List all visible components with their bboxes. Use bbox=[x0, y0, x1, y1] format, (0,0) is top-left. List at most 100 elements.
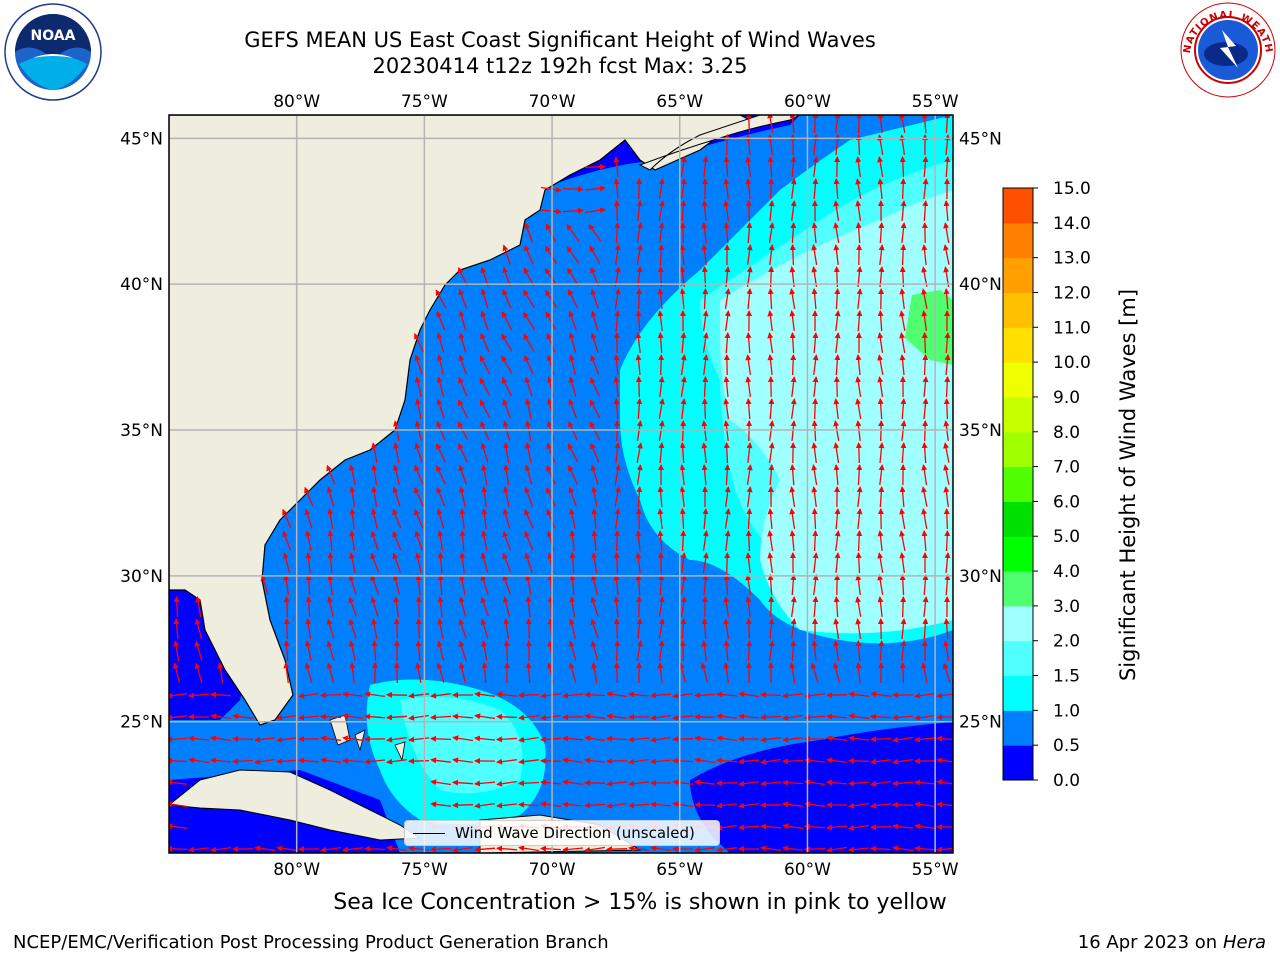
wave-direction-arrow bbox=[636, 398, 643, 420]
wave-direction-arrow bbox=[568, 662, 577, 683]
wave-direction-arrow bbox=[547, 596, 554, 618]
wave-direction-arrow bbox=[701, 420, 708, 441]
wave-direction-arrow bbox=[480, 442, 489, 463]
wave-direction-arrow bbox=[370, 530, 379, 551]
wave-direction-arrow bbox=[393, 442, 400, 463]
wave-direction-arrow bbox=[658, 420, 665, 442]
wave-direction-arrow bbox=[812, 115, 819, 134]
wave-direction-arrow bbox=[584, 846, 605, 853]
wave-direction-arrow bbox=[591, 662, 598, 683]
wave-direction-arrow bbox=[826, 846, 847, 853]
wave-direction-arrow bbox=[481, 486, 488, 507]
wave-direction-arrow bbox=[408, 845, 430, 852]
wave-direction-arrow bbox=[944, 156, 951, 178]
wave-direction-arrow bbox=[899, 530, 906, 551]
wave-direction-arrow bbox=[672, 692, 693, 699]
wave-direction-arrow bbox=[414, 420, 423, 441]
wave-direction-arrow bbox=[694, 801, 716, 808]
wave-direction-arrow bbox=[326, 662, 335, 683]
wave-direction-arrow bbox=[855, 354, 862, 376]
wave-direction-arrow bbox=[679, 222, 686, 244]
wave-direction-arrow bbox=[790, 618, 797, 639]
wave-direction-arrow bbox=[702, 332, 709, 354]
wave-direction-arrow bbox=[546, 420, 555, 441]
wave-direction-arrow bbox=[501, 355, 513, 374]
wave-direction-arrow bbox=[745, 354, 752, 375]
wave-direction-arrow bbox=[892, 736, 913, 743]
wave-direction-arrow bbox=[588, 223, 602, 242]
wave-direction-arrow bbox=[833, 596, 840, 618]
wave-direction-arrow bbox=[657, 530, 664, 551]
wave-direction-arrow bbox=[812, 398, 819, 420]
colorbar-tick-label: 5.0 bbox=[1053, 527, 1080, 547]
wave-direction-arrow bbox=[922, 376, 929, 397]
wave-direction-arrow bbox=[590, 288, 599, 309]
wave-direction-arrow bbox=[658, 618, 665, 639]
wave-direction-arrow bbox=[811, 640, 818, 662]
wave-direction-arrow bbox=[210, 735, 231, 742]
wave-direction-arrow bbox=[364, 713, 386, 720]
wave-direction-arrow bbox=[452, 735, 473, 742]
wave-direction-arrow bbox=[724, 530, 731, 551]
wave-direction-arrow bbox=[430, 757, 451, 764]
wave-direction-arrow bbox=[767, 310, 774, 331]
wave-direction-arrow bbox=[414, 376, 422, 397]
wave-direction-arrow bbox=[480, 266, 489, 287]
wave-direction-arrow bbox=[856, 486, 863, 507]
wave-direction-arrow bbox=[327, 530, 334, 552]
lon-tick-label-bottom: 65°W bbox=[656, 860, 703, 880]
wave-direction-arrow bbox=[282, 530, 292, 551]
wave-direction-arrow bbox=[746, 442, 753, 463]
wave-direction-arrow bbox=[804, 779, 825, 786]
wave-direction-arrow bbox=[436, 443, 446, 463]
wave-direction-arrow bbox=[254, 758, 275, 765]
wave-direction-arrow bbox=[782, 736, 803, 743]
wave-direction-arrow bbox=[650, 758, 672, 765]
wave-direction-arrow bbox=[474, 735, 496, 742]
wave-direction-arrow bbox=[393, 618, 400, 640]
wave-direction-arrow bbox=[877, 178, 884, 199]
wave-direction-arrow bbox=[546, 464, 556, 485]
wave-direction-arrow bbox=[232, 713, 253, 720]
wave-direction-arrow bbox=[567, 267, 579, 286]
footer-machine: Hera bbox=[1222, 932, 1266, 953]
wave-direction-arrow bbox=[386, 714, 408, 721]
wave-direction-arrow bbox=[899, 310, 906, 331]
wave-direction-arrow bbox=[767, 574, 774, 596]
wave-direction-arrow bbox=[283, 596, 290, 618]
wave-direction-arrow bbox=[790, 420, 797, 441]
wave-direction-arrow bbox=[636, 618, 643, 639]
wave-direction-arrow bbox=[320, 713, 342, 720]
wave-direction-arrow bbox=[694, 735, 715, 742]
wave-direction-arrow bbox=[943, 486, 950, 507]
wave-direction-arrow bbox=[723, 222, 730, 244]
wave-direction-arrow bbox=[900, 200, 907, 221]
chart-title: GEFS MEAN US East Coast Significant Heig… bbox=[244, 28, 876, 52]
wave-direction-arrow bbox=[194, 618, 203, 639]
wave-direction-arrow bbox=[944, 354, 951, 376]
wave-direction-arrow bbox=[430, 692, 451, 699]
wave-direction-arrow bbox=[892, 801, 914, 808]
colorbar-segment bbox=[1003, 222, 1033, 259]
wave-direction-arrow bbox=[188, 735, 210, 742]
wave-direction-arrow bbox=[326, 596, 334, 617]
wave-direction-arrow bbox=[562, 757, 583, 764]
wave-direction-arrow bbox=[892, 845, 913, 852]
wave-direction-arrow bbox=[834, 288, 841, 310]
wave-direction-arrow bbox=[738, 802, 759, 809]
wave-direction-arrow bbox=[496, 736, 518, 743]
wave-direction-arrow bbox=[672, 801, 693, 808]
wave-direction-arrow bbox=[943, 442, 950, 463]
wave-direction-arrow bbox=[430, 846, 452, 853]
wave-direction-arrow bbox=[899, 486, 906, 508]
wave-direction-arrow bbox=[566, 246, 580, 264]
wave-direction-arrow bbox=[606, 758, 628, 765]
wave-direction-arrow bbox=[545, 245, 557, 264]
wave-direction-arrow bbox=[900, 640, 907, 661]
wave-direction-arrow bbox=[590, 464, 599, 485]
wave-direction-arrow bbox=[723, 420, 730, 441]
wave-direction-arrow bbox=[811, 508, 818, 530]
wave-direction-arrow bbox=[628, 845, 649, 852]
wave-direction-arrow bbox=[636, 640, 643, 662]
lon-tick-label-bottom: 80°W bbox=[273, 860, 320, 880]
